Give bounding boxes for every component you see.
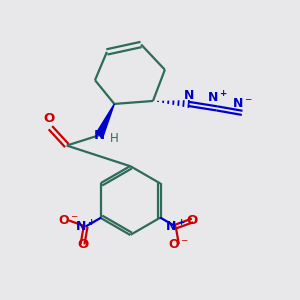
Text: N: N [184, 88, 194, 102]
Text: O$^-$: O$^-$ [168, 238, 189, 250]
Text: $\mathregular{N^+}$: $\mathregular{N^+}$ [165, 219, 186, 234]
Text: $\mathregular{N^+}$: $\mathregular{N^+}$ [75, 219, 96, 234]
Text: O$^-$: O$^-$ [58, 214, 79, 227]
Text: H: H [110, 132, 118, 145]
Text: N: N [94, 129, 105, 142]
Text: O: O [43, 112, 55, 125]
Text: N$^-$: N$^-$ [232, 98, 253, 110]
Polygon shape [96, 104, 114, 137]
Text: $\mathregular{N^+}$: $\mathregular{N^+}$ [206, 91, 227, 106]
Text: O: O [187, 214, 198, 227]
Text: O: O [77, 238, 88, 250]
